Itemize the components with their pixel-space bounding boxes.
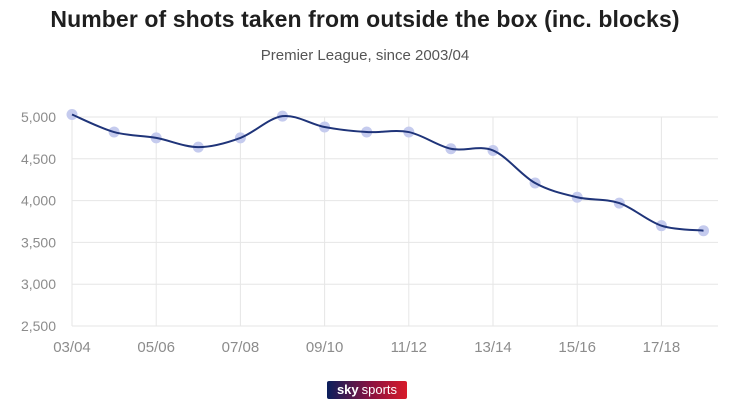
chart-title: Number of shots taken from outside the b… <box>50 6 680 32</box>
x-tick-label: 05/06 <box>137 339 175 356</box>
data-markers <box>66 108 709 237</box>
logo-sky-text: sky <box>336 382 359 397</box>
chart-subtitle: Premier League, since 2003/04 <box>260 47 470 64</box>
y-tick-label: 3,500 <box>21 234 56 250</box>
y-tick-label: 4,500 <box>21 151 56 167</box>
x-axis-tick-labels: 03/04 05/06 07/08 09/10 11/12 13/14 15/16 17/18 <box>53 339 680 356</box>
sky-sports-logo: sky sports <box>327 381 407 399</box>
series-line <box>71 113 704 232</box>
x-tick-label: 07/08 <box>222 339 260 356</box>
grid-lines <box>71 116 718 327</box>
logo-sports-text: sports <box>361 382 398 397</box>
x-tick-label: 11/12 <box>391 339 427 356</box>
x-tick-label: 17/18 <box>643 339 681 356</box>
x-tick-label: 03/04 <box>53 339 91 356</box>
y-axis-tick-labels: 2,500 3,000 3,500 4,000 4,500 5,000 <box>21 109 56 334</box>
x-tick-label: 09/10 <box>306 339 344 356</box>
y-tick-label: 4,000 <box>21 193 56 209</box>
y-tick-label: 5,000 <box>21 109 56 125</box>
x-tick-label: 15/16 <box>558 339 596 356</box>
y-tick-label: 2,500 <box>21 318 56 334</box>
x-tick-label: 13/14 <box>474 339 512 356</box>
y-tick-label: 3,000 <box>21 276 56 292</box>
